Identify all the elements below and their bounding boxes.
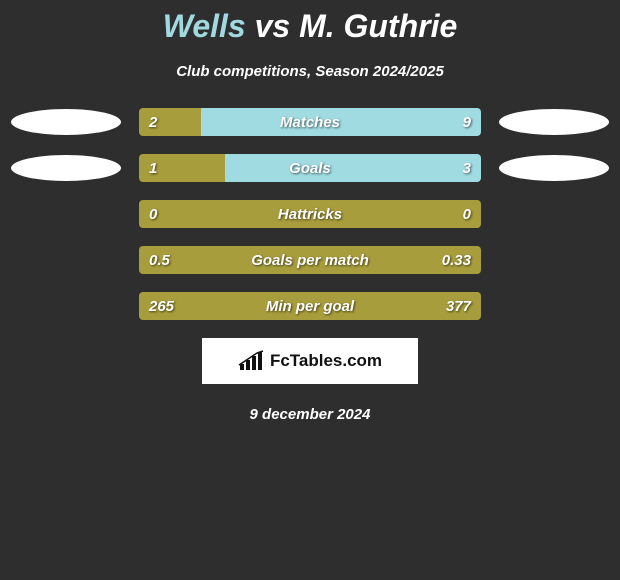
stat-label: Goals per match: [139, 246, 481, 274]
stats-rows: 2Matches9 1Goals3 0Hattricks0 0.5Goals per …: [0, 108, 620, 320]
page-title: Wells vs M. Guthrie: [0, 8, 620, 45]
stat-row: 1Goals3: [0, 154, 620, 182]
stat-value-right: 3: [463, 154, 471, 182]
stat-bar: 0.5Goals per match0.33: [139, 246, 481, 274]
player-badge-right: [499, 109, 609, 135]
title-vs: vs: [255, 8, 291, 44]
player-badge-left: [11, 109, 121, 135]
stat-label: Min per goal: [139, 292, 481, 320]
title-left-player: Wells: [163, 8, 246, 44]
date: 9 december 2024: [0, 406, 620, 423]
stat-row: 0Hattricks0: [0, 200, 620, 228]
stat-value-right: 377: [446, 292, 471, 320]
logo-text: FcTables.com: [270, 351, 382, 371]
stat-value-right: 0.33: [442, 246, 471, 274]
stat-label: Matches: [139, 108, 481, 136]
stat-value-right: 0: [463, 200, 471, 228]
stat-bar: 0Hattricks0: [139, 200, 481, 228]
comparison-card: Wells vs M. Guthrie Club competitions, S…: [0, 0, 620, 423]
stat-label: Hattricks: [139, 200, 481, 228]
stat-row: 265Min per goal377: [0, 292, 620, 320]
bar-chart-icon: [238, 350, 264, 372]
stat-row: 2Matches9: [0, 108, 620, 136]
stat-bar: 1Goals3: [139, 154, 481, 182]
stat-bar: 265Min per goal377: [139, 292, 481, 320]
logo-box: FcTables.com: [202, 338, 418, 384]
stat-label: Goals: [139, 154, 481, 182]
stat-row: 0.5Goals per match0.33: [0, 246, 620, 274]
subtitle: Club competitions, Season 2024/2025: [0, 63, 620, 80]
stat-value-right: 9: [463, 108, 471, 136]
player-badge-left: [11, 155, 121, 181]
stat-bar: 2Matches9: [139, 108, 481, 136]
title-right-player: M. Guthrie: [299, 8, 457, 44]
player-badge-right: [499, 155, 609, 181]
